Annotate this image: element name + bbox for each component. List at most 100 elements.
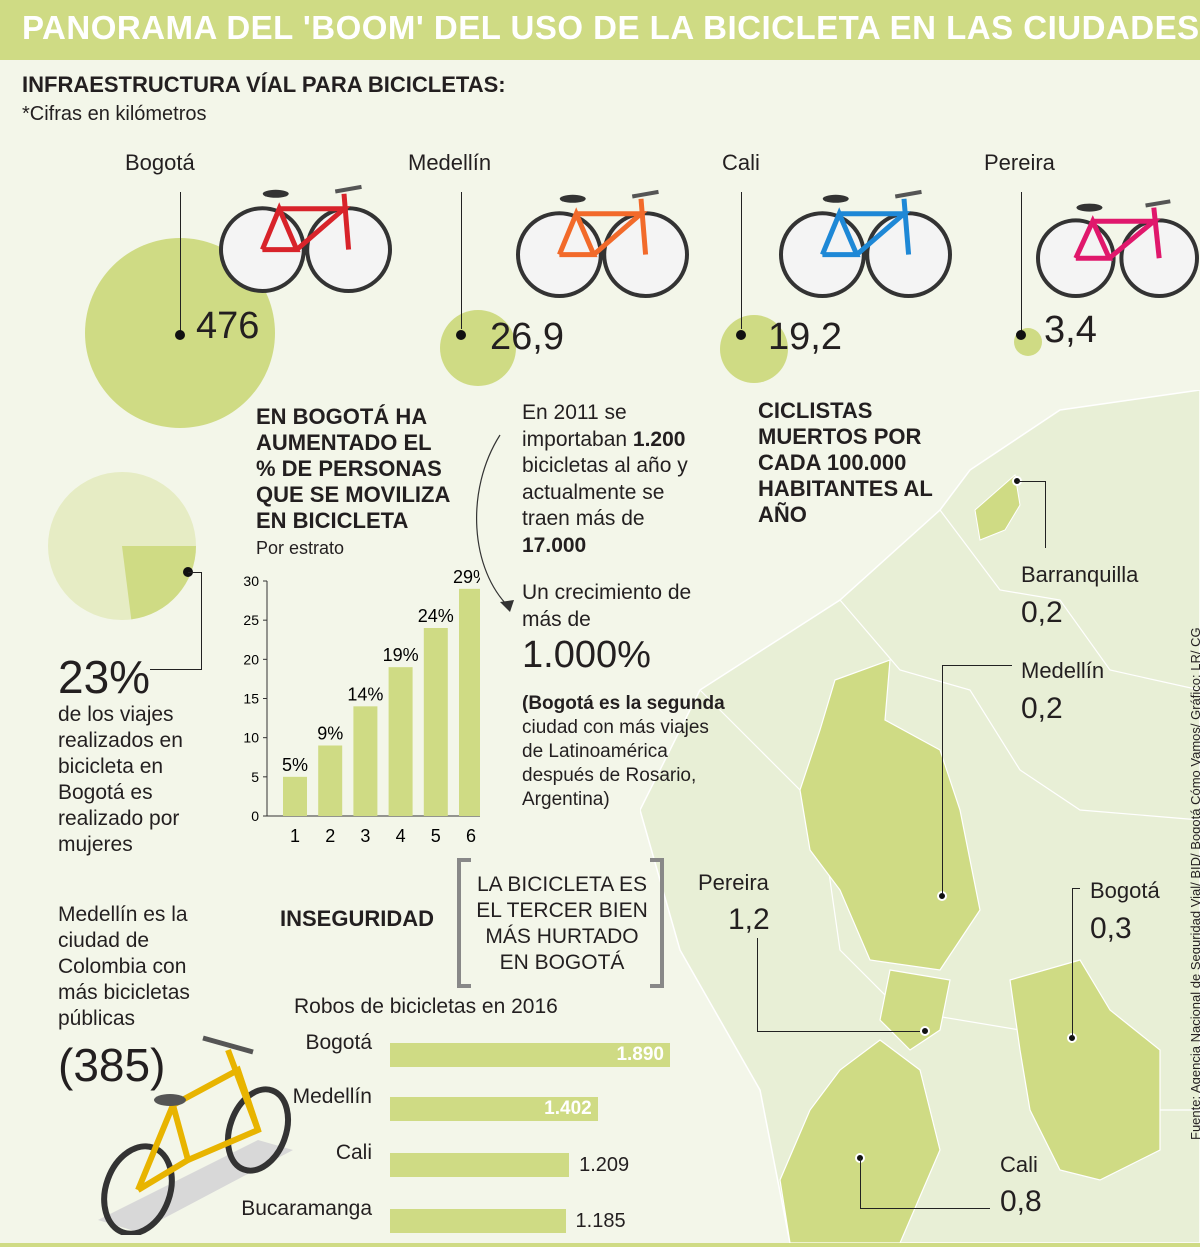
estrato-bar xyxy=(283,776,307,816)
x-tick-label: 4 xyxy=(396,826,406,846)
infra-circle xyxy=(440,310,516,386)
infra-circle xyxy=(720,315,788,383)
public-bikes-value: (385) xyxy=(58,1039,166,1091)
infra-dot xyxy=(1016,330,1026,340)
x-tick-label: 5 xyxy=(431,826,441,846)
infra-dot xyxy=(456,330,466,340)
thefts-value-label: 1.209 xyxy=(579,1154,630,1176)
estrato-bar xyxy=(318,745,343,816)
footer-line xyxy=(0,1243,1200,1247)
deaths-value: 0,3 xyxy=(1090,912,1132,945)
deaths-leader-line xyxy=(942,665,1012,666)
deaths-city-name: Barranquilla xyxy=(1021,562,1139,587)
estrato-subtitle: Por estrato xyxy=(256,538,345,558)
deaths-value: 0,2 xyxy=(1021,692,1063,725)
y-tick-label: 25 xyxy=(243,612,259,628)
infra-city-name: Bogotá xyxy=(125,150,195,175)
colombia-map xyxy=(640,390,1200,1243)
infra-value: 476 xyxy=(196,305,260,347)
deaths-leader-line xyxy=(1072,888,1080,889)
deaths-leader-line xyxy=(860,1158,861,1208)
y-tick-label: 10 xyxy=(243,730,259,746)
deaths-value: 1,2 xyxy=(728,903,770,936)
estrato-bar xyxy=(423,628,448,816)
infra-dot xyxy=(736,330,746,340)
deaths-leader-line xyxy=(757,938,758,1031)
infra-leader-line xyxy=(461,192,462,329)
growth-text: Un crecimiento de más de xyxy=(522,581,692,631)
bogota-note: (Bogotá es la segunda ciudad con más via… xyxy=(522,693,725,810)
bike-illustration xyxy=(779,189,953,298)
security-label: INSEGURIDAD xyxy=(280,906,435,931)
deaths-value: 0,2 xyxy=(1021,596,1063,629)
growth-value: 1.000% xyxy=(522,634,651,676)
x-tick-label: 2 xyxy=(325,826,335,846)
estrato-bar xyxy=(353,706,378,816)
infra-value: 3,4 xyxy=(1044,309,1097,351)
estrato-title: EN BOGOTÁ HA AUMENTADO EL % DE PERSONAS … xyxy=(256,404,450,533)
thefts-value-label: 1.185 xyxy=(575,1210,626,1232)
deaths-leader-line xyxy=(1017,481,1045,482)
curved-arrow xyxy=(476,434,514,612)
infra-leader-line xyxy=(1021,192,1022,332)
bike-illustration xyxy=(1036,199,1199,298)
bar-value-label: 24% xyxy=(418,606,454,626)
y-tick-label: 20 xyxy=(243,651,259,667)
estrato-bar xyxy=(388,667,413,816)
bike-illustration xyxy=(219,184,393,293)
bar-value-label: 29% xyxy=(453,567,480,587)
thefts-bar xyxy=(390,1209,566,1233)
deaths-title: CICLISTAS MUERTOS POR CADA 100.000 HABIT… xyxy=(758,398,933,527)
x-tick-label: 6 xyxy=(466,826,476,846)
y-tick-label: 30 xyxy=(243,573,259,589)
y-tick-label: 0 xyxy=(251,808,259,824)
deaths-leader-line xyxy=(757,1031,920,1032)
deaths-city-name: Bogotá xyxy=(1090,878,1160,903)
thefts-bar xyxy=(390,1153,570,1177)
thefts-category-label: Cali xyxy=(335,1141,372,1164)
infra-city-name: Medellín xyxy=(408,150,492,175)
y-tick-label: 5 xyxy=(251,769,259,785)
thefts-value-label: 1.890 xyxy=(616,1044,664,1065)
bike-illustration xyxy=(516,189,690,298)
infra-value: 26,9 xyxy=(490,316,564,358)
deaths-leader-line xyxy=(942,665,943,894)
deaths-dot xyxy=(920,1026,930,1036)
women-percent: 23% xyxy=(58,651,151,703)
x-tick-label: 3 xyxy=(360,826,370,846)
infra-title: INFRAESTRUCTURA VÍAL PARA BICICLETAS: xyxy=(22,72,506,97)
infra-note: *Cifras en kilómetros xyxy=(22,103,207,125)
bracket-right xyxy=(650,858,664,988)
public-bikes-text: Medellín es la ciudad de Colombia con má… xyxy=(58,903,190,1030)
bracket-text: LA BICICLETA ES EL TERCER BIEN MÁS HURTA… xyxy=(476,873,648,974)
deaths-city-name: Cali xyxy=(1000,1152,1038,1177)
bar-value-label: 5% xyxy=(282,755,308,775)
deaths-city-name: Pereira xyxy=(698,870,769,895)
yellow-bike-illustration xyxy=(98,1035,293,1235)
bar-value-label: 14% xyxy=(347,684,383,704)
deaths-value: 0,8 xyxy=(1000,1185,1042,1218)
infra-leader-line xyxy=(180,192,181,332)
source-note: Fuente: Agencia Nacional de Seguridad Vi… xyxy=(1188,627,1200,1140)
estrato-bar xyxy=(459,588,480,816)
thefts-category-label: Bucaramanga xyxy=(241,1197,372,1220)
infra-value: 19,2 xyxy=(768,316,842,358)
page-title: PANORAMA DEL 'BOOM' DEL USO DE LA BICICL… xyxy=(22,9,1200,46)
infra-city-name: Cali xyxy=(722,150,760,175)
x-tick-label: 1 xyxy=(290,826,300,846)
title-bar xyxy=(0,0,1200,60)
thefts-title: Robos de bicicletas en 2016 xyxy=(294,995,558,1018)
y-tick-label: 15 xyxy=(243,691,259,707)
deaths-city-name: Medellín xyxy=(1021,658,1105,683)
bracket-left xyxy=(457,858,471,988)
women-pie xyxy=(48,472,196,620)
bar-value-label: 19% xyxy=(383,645,419,665)
deaths-leader-line xyxy=(860,1208,990,1209)
bar-value-label: 9% xyxy=(317,724,343,744)
thefts-category-label: Bogotá xyxy=(305,1031,372,1054)
thefts-bar xyxy=(390,1043,670,1067)
infra-leader-line xyxy=(741,192,742,329)
imports-text: En 2011 se importaban 1.200 bicicletas a… xyxy=(522,401,688,557)
infra-city-name: Pereira xyxy=(984,150,1055,175)
